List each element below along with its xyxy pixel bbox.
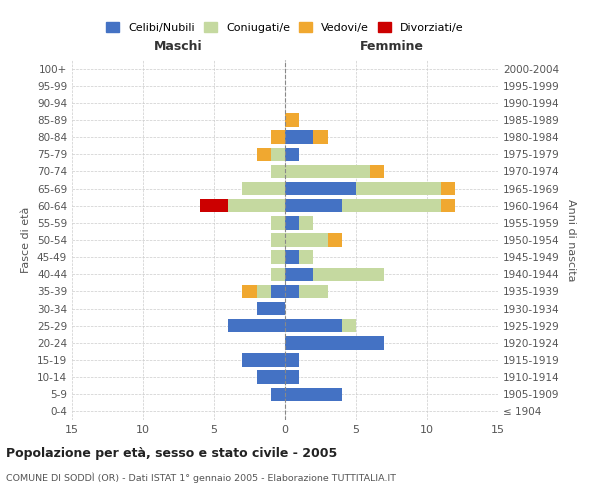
Bar	[271, 148, 285, 161]
Bar	[271, 284, 285, 298]
Bar	[285, 268, 313, 281]
Text: COMUNE DI SODDÌ (OR) - Dati ISTAT 1° gennaio 2005 - Elaborazione TUTTITALIA.IT: COMUNE DI SODDÌ (OR) - Dati ISTAT 1° gen…	[6, 472, 396, 483]
Bar	[285, 164, 370, 178]
Bar	[285, 336, 385, 349]
Bar	[271, 164, 285, 178]
Bar	[299, 216, 313, 230]
Bar	[313, 130, 328, 144]
Bar	[228, 319, 285, 332]
Bar	[271, 216, 285, 230]
Bar	[257, 370, 285, 384]
Bar	[257, 284, 271, 298]
Bar	[242, 354, 285, 366]
Bar	[285, 199, 342, 212]
Y-axis label: Anni di nascita: Anni di nascita	[566, 198, 576, 281]
Bar	[285, 216, 299, 230]
Bar	[271, 388, 285, 401]
Bar	[285, 388, 342, 401]
Bar	[271, 250, 285, 264]
Bar	[257, 148, 271, 161]
Y-axis label: Fasce di età: Fasce di età	[22, 207, 31, 273]
Bar	[441, 199, 455, 212]
Legend: Celibi/Nubili, Coniugati/e, Vedovi/e, Divorziati/e: Celibi/Nubili, Coniugati/e, Vedovi/e, Di…	[103, 19, 467, 36]
Bar	[356, 182, 441, 196]
Bar	[200, 199, 228, 212]
Bar	[271, 268, 285, 281]
Bar	[285, 182, 356, 196]
Bar	[285, 250, 299, 264]
Bar	[285, 284, 299, 298]
Text: Femmine: Femmine	[359, 40, 424, 53]
Bar	[228, 199, 285, 212]
Bar	[271, 234, 285, 246]
Bar	[285, 354, 299, 366]
Bar	[441, 182, 455, 196]
Bar	[342, 199, 441, 212]
Bar	[299, 284, 328, 298]
Bar	[285, 114, 299, 126]
Bar	[242, 182, 285, 196]
Bar	[328, 234, 342, 246]
Bar	[285, 370, 299, 384]
Bar	[285, 234, 328, 246]
Text: Popolazione per età, sesso e stato civile - 2005: Popolazione per età, sesso e stato civil…	[6, 448, 337, 460]
Bar	[271, 130, 285, 144]
Bar	[313, 268, 385, 281]
Bar	[285, 130, 313, 144]
Bar	[370, 164, 385, 178]
Bar	[257, 302, 285, 316]
Bar	[342, 319, 356, 332]
Bar	[299, 250, 313, 264]
Text: Maschi: Maschi	[154, 40, 203, 53]
Bar	[285, 148, 299, 161]
Bar	[242, 284, 257, 298]
Bar	[285, 319, 342, 332]
